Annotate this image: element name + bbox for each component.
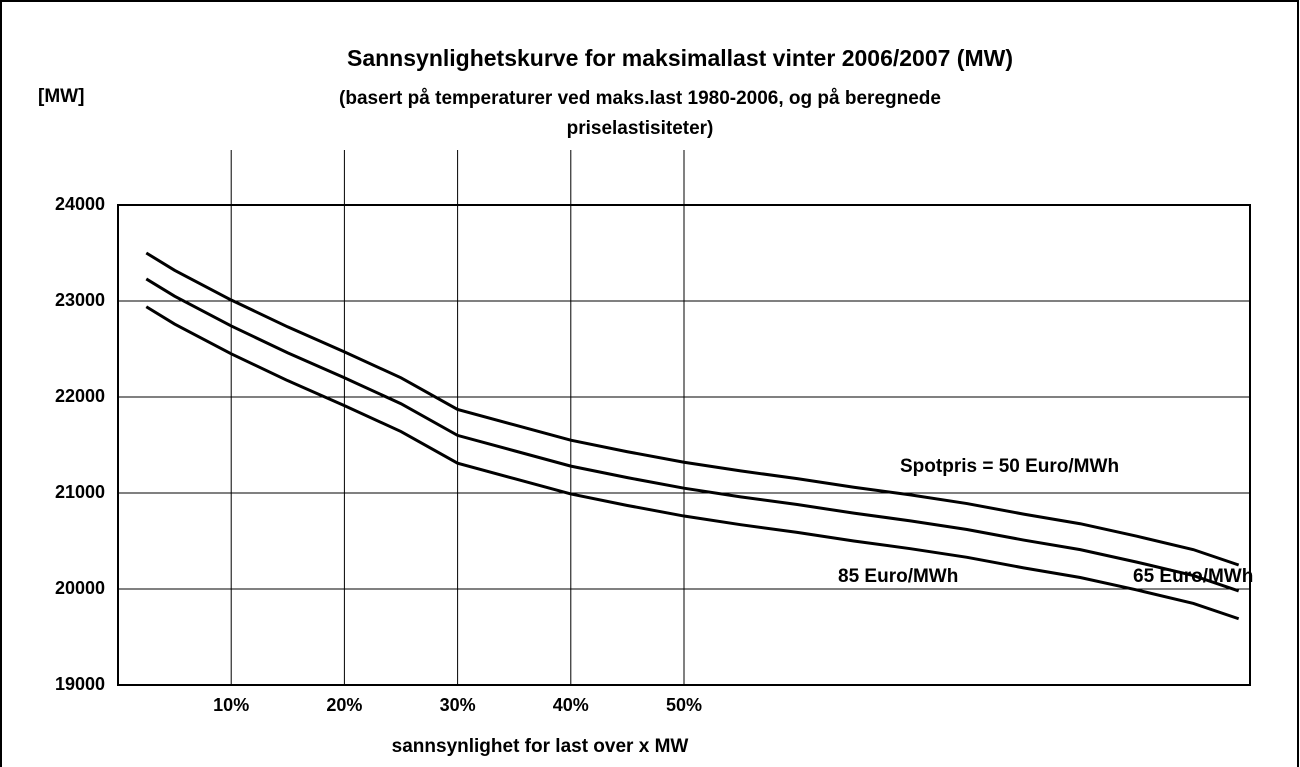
x-tick-label: 50% <box>666 695 702 715</box>
y-tick-label: 21000 <box>55 482 105 502</box>
y-tick-label: 20000 <box>55 578 105 598</box>
plot-frame <box>117 204 1251 686</box>
series-label: Spotpris = 50 Euro/MWh <box>900 456 1119 477</box>
x-tick-label: 20% <box>326 695 362 715</box>
y-tick-label: 19000 <box>55 674 105 694</box>
x-tick-label: 30% <box>440 695 476 715</box>
y-tick-label: 22000 <box>55 386 105 406</box>
series-line <box>145 305 1240 621</box>
series-label: 85 Euro/MWh <box>838 566 958 587</box>
y-tick-label: 24000 <box>55 194 105 214</box>
chart-subtitle: (basert på temperaturer ved maks.last 19… <box>339 88 941 139</box>
y-axis-label: [MW] <box>38 86 84 107</box>
x-tick-label: 40% <box>553 695 589 715</box>
x-tick-label: 10% <box>213 695 249 715</box>
series-label: 65 Euro/MWh <box>1133 566 1253 587</box>
series-line <box>145 251 1240 567</box>
x-axis-label: sannsynlighet for last over x MW <box>392 736 689 757</box>
y-tick-label: 23000 <box>55 290 105 310</box>
series-line <box>145 277 1240 593</box>
chart-title: Sannsynlighetskurve for maksimallast vin… <box>347 45 1013 71</box>
